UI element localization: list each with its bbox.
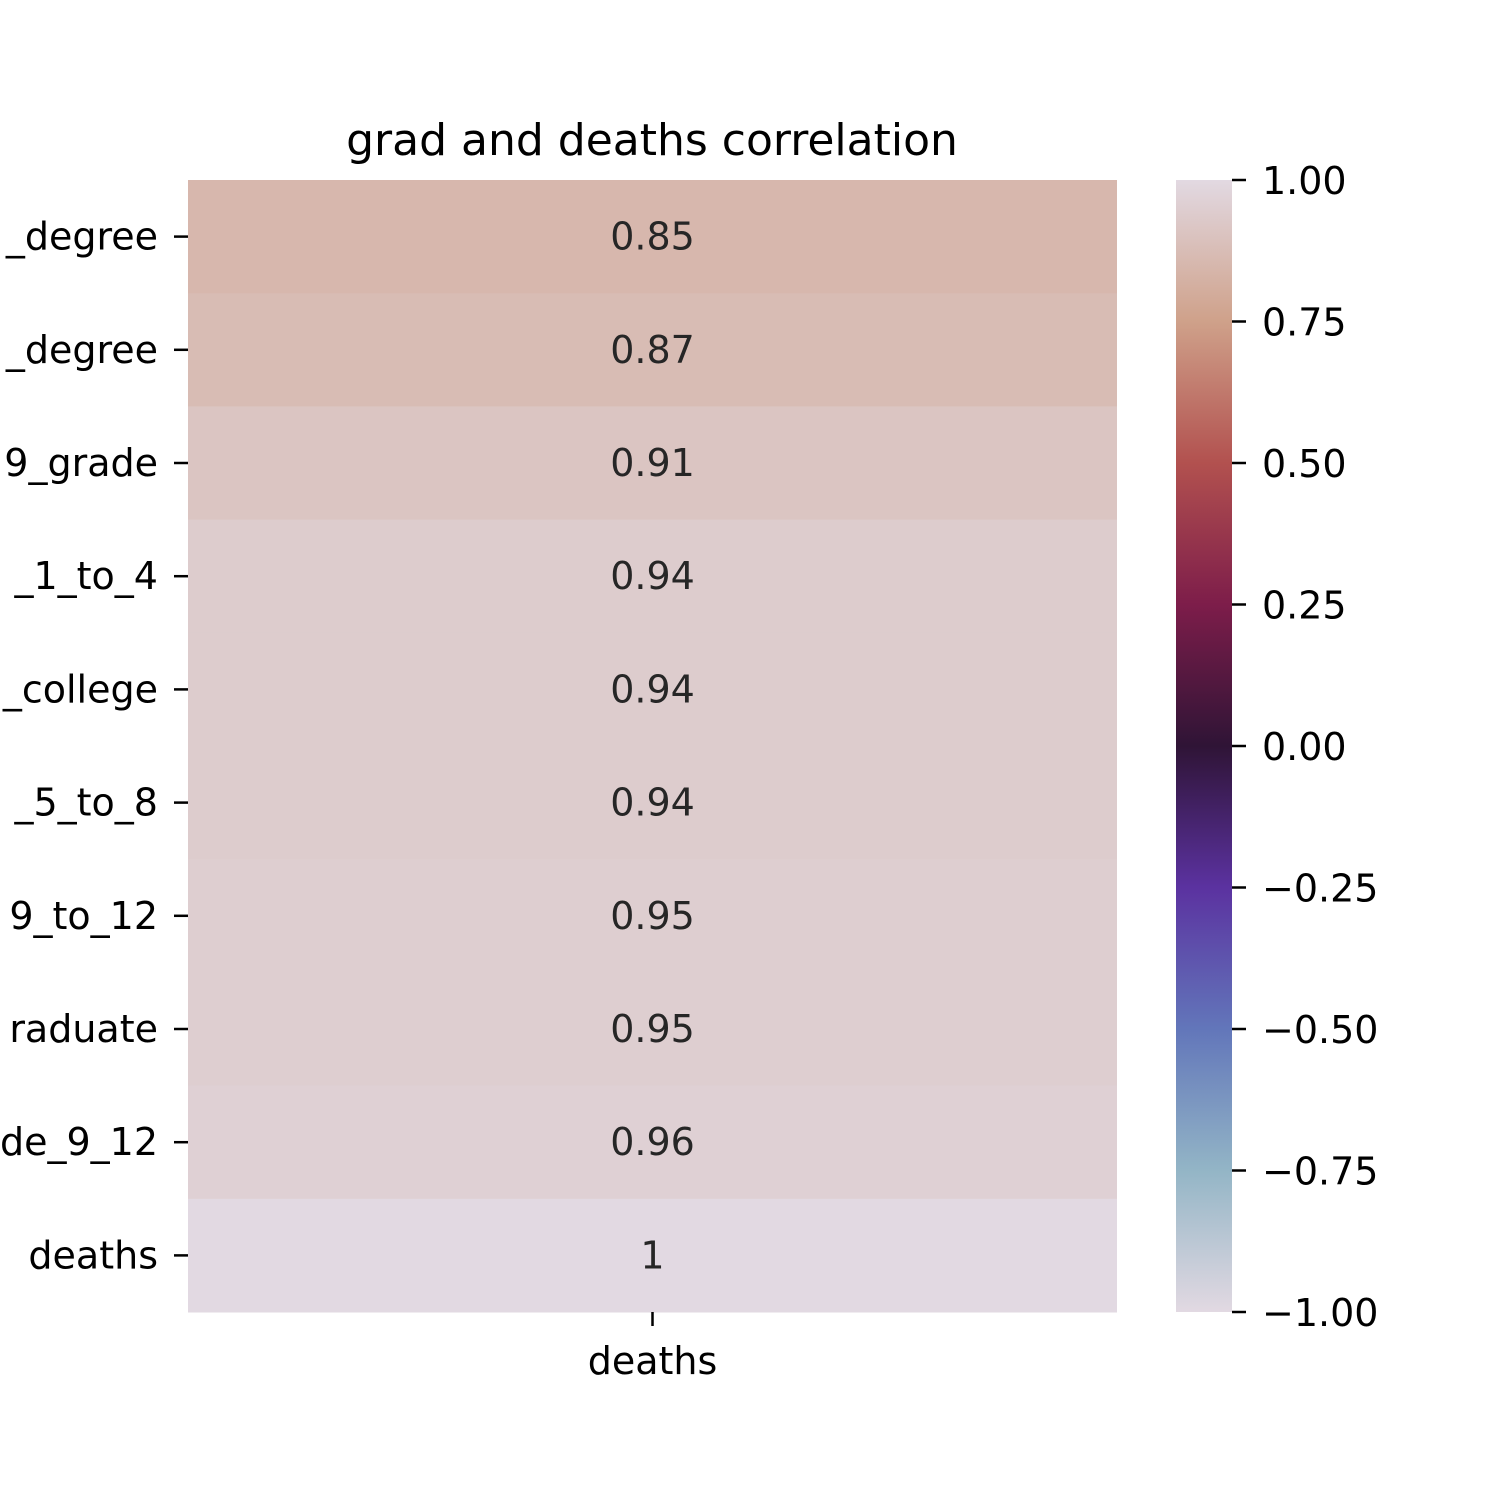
heatmap-cell [188,1085,1117,1200]
colorbar-tick-label: 0.00 [1262,725,1347,769]
row-tick-label: _degree [5,328,158,372]
heatmap-cell [188,406,1117,521]
colorbar-tick-label: 0.25 [1262,584,1347,628]
cell-value-label: 0.91 [610,441,695,485]
row-tick-label: _degree [5,215,158,259]
colorbar-tick-label: −0.50 [1262,1008,1378,1052]
row-tick-label: 9_to_12 [9,894,158,938]
cell-value-label: 0.94 [610,554,695,598]
heatmap-cell [188,293,1117,407]
row-tick-label: _college [2,667,158,711]
colorbar-tick-label: 1.00 [1262,159,1347,203]
colorbar: 1.00 0.75 0.50 0.25 0.00 −0.25 −0.50 −0.75 −1.00 [1176,159,1378,1335]
colorbar-tick-label: −0.75 [1262,1150,1378,1194]
heatmap-cell [188,972,1117,1087]
heatmap-cells: 0.85 0.87 0.91 0.94 0.94 0.94 0.95 0.95 0.96 1 [188,180,1117,1313]
row-axis: _degree _degree 9_grade _1_to_4 _college _5_t… [0,215,188,1277]
heatmap-cell [188,519,1117,634]
colorbar-tick-label: −0.25 [1262,867,1378,911]
row-tick-label: _5_to_8 [13,781,158,825]
cell-value-label: 0.95 [610,1007,695,1051]
heatmap-cell [188,1198,1117,1313]
chart-title: grad and deaths correlation [346,115,958,166]
heatmap-cell [188,632,1117,747]
column-axis: deaths [588,1312,718,1383]
row-tick-label: raduate [9,1007,158,1051]
cell-value-label: 0.85 [610,215,695,259]
cell-value-label: 0.94 [610,667,695,711]
row-tick-label: de_9_12 [0,1120,158,1164]
row-tick-label: 9_grade [4,441,158,485]
colorbar-tick-label: −1.00 [1262,1291,1378,1335]
colorbar-gradient [1176,180,1232,1312]
row-tick-label: deaths [28,1233,158,1277]
heatmap-cell [188,746,1117,860]
row-tick-label: _1_to_4 [13,554,158,598]
heatmap-cell [188,180,1117,294]
heatmap-cell [188,859,1117,973]
cell-value-label: 0.95 [610,894,695,938]
cell-value-label: 0.96 [610,1120,695,1164]
colorbar-tick-label: 0.50 [1262,442,1347,486]
cell-value-label: 1 [640,1233,664,1277]
colorbar-tick-label: 0.75 [1262,301,1347,345]
column-tick-label: deaths [588,1339,718,1383]
cell-value-label: 0.87 [610,328,695,372]
cell-value-label: 0.94 [610,781,695,825]
